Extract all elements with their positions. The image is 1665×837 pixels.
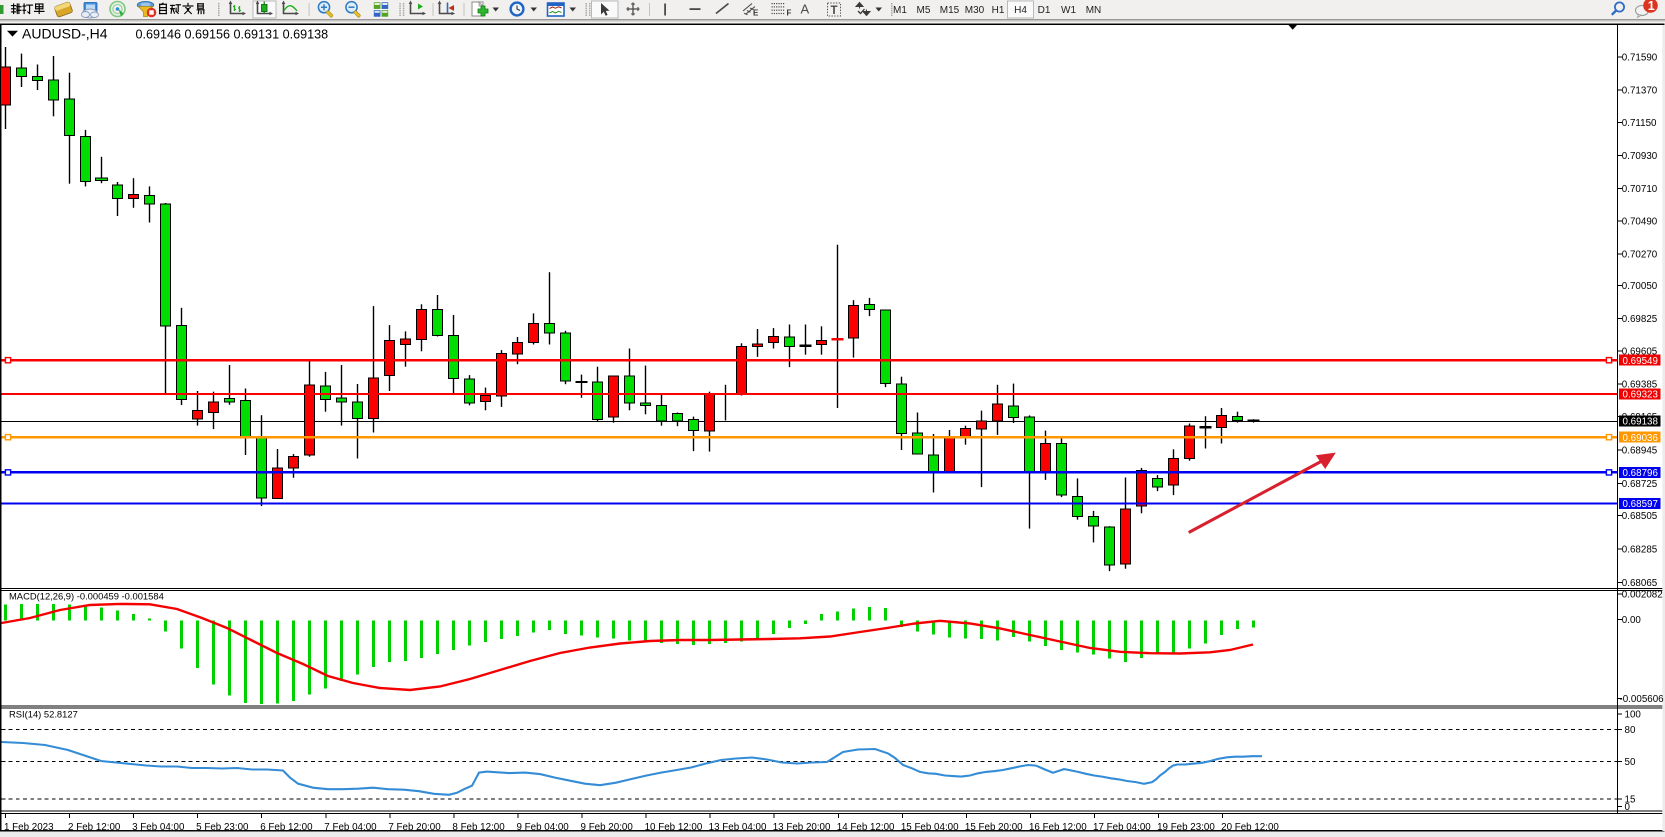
svg-text:50: 50 — [1625, 757, 1636, 768]
svg-text:0: 0 — [1625, 802, 1631, 813]
svg-text:AUDUSD-,H4: AUDUSD-,H4 — [22, 25, 108, 41]
svg-text:0.70710: 0.70710 — [1622, 184, 1658, 195]
svg-text:0.69138: 0.69138 — [1623, 417, 1659, 428]
svg-text:0.70490: 0.70490 — [1622, 217, 1658, 228]
svg-text:0.70050: 0.70050 — [1622, 281, 1658, 292]
svg-text:2 Feb 12:00: 2 Feb 12:00 — [68, 822, 121, 833]
svg-text:0.68597: 0.68597 — [1623, 499, 1658, 510]
svg-text:0.69146 0.69156 0.69131 0.6913: 0.69146 0.69156 0.69131 0.69138 — [136, 27, 329, 41]
svg-text:8 Feb 12:00: 8 Feb 12:00 — [452, 822, 505, 833]
svg-text:0.68945: 0.68945 — [1622, 446, 1658, 457]
svg-text:0.69549: 0.69549 — [1623, 356, 1658, 367]
svg-text:19 Feb 23:00: 19 Feb 23:00 — [1157, 822, 1215, 833]
svg-text:0.70930: 0.70930 — [1622, 151, 1658, 162]
svg-text:16 Feb 12:00: 16 Feb 12:00 — [1029, 822, 1087, 833]
svg-text:13 Feb 04:00: 13 Feb 04:00 — [709, 822, 767, 833]
svg-text:0.69605: 0.69605 — [1622, 347, 1658, 358]
svg-text:80: 80 — [1625, 725, 1636, 736]
svg-text:0.68505: 0.68505 — [1622, 511, 1658, 522]
svg-text:0.70270: 0.70270 — [1622, 249, 1658, 260]
svg-text:M15: M15 — [940, 5, 960, 16]
svg-text:0.71590: 0.71590 — [1622, 53, 1658, 64]
svg-text:0.002082: 0.002082 — [1622, 590, 1663, 601]
svg-text:-0.005606: -0.005606 — [1620, 694, 1665, 705]
svg-text:15: 15 — [1625, 794, 1636, 805]
svg-text:15 Feb 04:00: 15 Feb 04:00 — [901, 822, 959, 833]
svg-text:15 Feb 20:00: 15 Feb 20:00 — [965, 822, 1023, 833]
svg-text:0.68065: 0.68065 — [1622, 578, 1658, 589]
svg-text:7 Feb 04:00: 7 Feb 04:00 — [324, 822, 377, 833]
svg-text:0.69385: 0.69385 — [1622, 379, 1658, 390]
svg-text:0.71150: 0.71150 — [1622, 118, 1657, 129]
svg-text:0.68725: 0.68725 — [1622, 479, 1658, 490]
svg-text:10 Feb 12:00: 10 Feb 12:00 — [645, 822, 703, 833]
svg-text:0.00: 0.00 — [1622, 615, 1642, 626]
svg-text:9 Feb 20:00: 9 Feb 20:00 — [581, 822, 634, 833]
svg-text:0.69036: 0.69036 — [1623, 433, 1659, 444]
svg-text:H4: H4 — [1014, 5, 1027, 16]
svg-text:5 Feb 23:00: 5 Feb 23:00 — [196, 822, 249, 833]
svg-text:M5: M5 — [917, 5, 931, 16]
svg-text:9 Feb 04:00: 9 Feb 04:00 — [516, 822, 569, 833]
svg-text:17 Feb 04:00: 17 Feb 04:00 — [1093, 822, 1151, 833]
svg-text:MACD(12,26,9) -0.000459 -0.001: MACD(12,26,9) -0.000459 -0.001584 — [9, 591, 164, 602]
svg-text:RSI(14) 52.8127: RSI(14) 52.8127 — [9, 709, 78, 720]
svg-text:A: A — [801, 2, 810, 17]
svg-text:3 Feb 04:00: 3 Feb 04:00 — [132, 822, 185, 833]
svg-text:0.68796: 0.68796 — [1623, 468, 1659, 479]
svg-text:1 Feb 2023: 1 Feb 2023 — [4, 822, 54, 833]
svg-text:0.69825: 0.69825 — [1622, 314, 1658, 325]
svg-text:14 Feb 12:00: 14 Feb 12:00 — [837, 822, 895, 833]
svg-text:M30: M30 — [965, 5, 985, 16]
svg-text:0.71370: 0.71370 — [1622, 85, 1658, 96]
svg-text:6 Feb 12:00: 6 Feb 12:00 — [260, 822, 313, 833]
svg-text:F: F — [787, 9, 792, 18]
svg-text:13 Feb 20:00: 13 Feb 20:00 — [773, 822, 831, 833]
svg-text:M1: M1 — [893, 5, 907, 16]
svg-text:100: 100 — [1625, 710, 1642, 721]
svg-text:20 Feb 12:00: 20 Feb 12:00 — [1221, 822, 1279, 833]
svg-text:W1: W1 — [1061, 5, 1076, 16]
svg-text:H1: H1 — [992, 5, 1005, 16]
svg-text:0.69323: 0.69323 — [1623, 390, 1659, 401]
svg-text:T: T — [831, 5, 838, 17]
svg-text:MN: MN — [1086, 5, 1102, 16]
svg-text:1: 1 — [1648, 0, 1655, 13]
svg-text:E: E — [753, 9, 759, 18]
svg-text:D1: D1 — [1038, 5, 1051, 16]
svg-text:0.68285: 0.68285 — [1622, 545, 1658, 556]
svg-text:7 Feb 20:00: 7 Feb 20:00 — [388, 822, 441, 833]
